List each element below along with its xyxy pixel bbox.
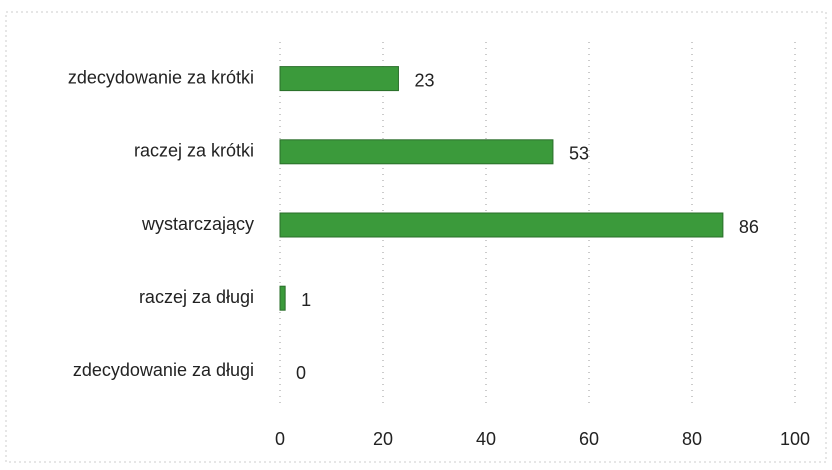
bar [279,212,724,238]
y-tick-label: raczej za długi [139,287,254,307]
bar [279,66,399,92]
bar [279,139,554,165]
y-tick-label: wystarczający [141,214,254,234]
y-tick-label: zdecydowanie za krótki [68,67,254,87]
x-tick-label: 40 [476,429,496,449]
x-tick-label: 60 [579,429,599,449]
data-label: 53 [569,144,589,164]
y-tick-label: zdecydowanie za długi [73,360,254,380]
x-tick-label: 20 [373,429,393,449]
y-tick-label: raczej za krótki [134,141,254,161]
data-label: 23 [414,70,434,90]
bar [279,285,286,311]
x-tick-label: 100 [780,429,810,449]
data-label: 86 [739,217,759,237]
chart-border [5,11,827,463]
x-tick-label: 0 [275,429,285,449]
x-tick-label: 80 [682,429,702,449]
data-label: 0 [296,363,306,383]
data-label: 1 [301,290,311,310]
